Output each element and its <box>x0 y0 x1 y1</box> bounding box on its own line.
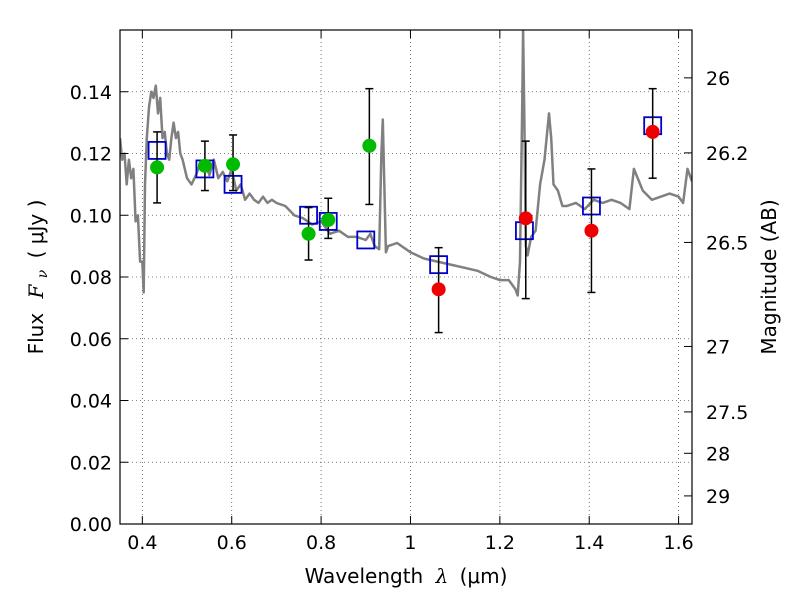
data-point-marker <box>362 138 377 153</box>
x-axis-label-units: (μm) <box>460 564 508 588</box>
x-tick-label: 1.2 <box>485 532 515 554</box>
data-point-marker <box>518 211 533 226</box>
x-tick-label: 0.4 <box>127 532 157 554</box>
y-axis-label: Flux F ν ( μJy ) <box>24 200 52 355</box>
y-tick-label: 0.12 <box>70 144 112 166</box>
data-point-marker <box>301 226 316 241</box>
x-tick-label: 1.4 <box>574 532 604 554</box>
mag-tick-label: 26.2 <box>706 143 748 165</box>
y-axis-label-symbol: F <box>24 283 48 299</box>
x-tick-label: 1 <box>404 532 416 554</box>
mag-tick-label: 26 <box>706 68 730 90</box>
y-tick-label: 0.08 <box>70 267 112 289</box>
axis-ticks: 0.4 0.6 0.8 1 1.2 1.4 1.6 0.00 0.02 0.04 0.06 0.08 0… <box>70 30 748 554</box>
y-axis-label-subscript: ν <box>35 269 51 278</box>
x-tick-label: 0.8 <box>306 532 336 554</box>
mag-tick-label: 28 <box>706 443 730 465</box>
mag-tick-label: 29 <box>706 486 730 508</box>
y-axis-label-units: ( μJy ) <box>24 200 48 259</box>
data-point-marker <box>150 160 165 175</box>
data-point-marker <box>431 282 446 297</box>
y-tick-label: 0.06 <box>70 329 112 351</box>
y-tick-label: 0.02 <box>70 452 112 474</box>
mag-tick-label: 27.5 <box>706 402 748 424</box>
x-axis-label-symbol: λ <box>435 564 449 588</box>
y-tick-label: 0.04 <box>70 391 112 413</box>
data-point-marker <box>584 223 599 238</box>
x-tick-label: 0.6 <box>217 532 247 554</box>
x-axis-label-text: Wavelength <box>305 564 424 588</box>
y-tick-label: 0.00 <box>70 514 112 536</box>
sed-layer <box>120 30 692 297</box>
model-square-marker <box>356 230 376 250</box>
plot-frame <box>119 29 693 525</box>
x-axis-label: Wavelength λ (μm) <box>305 564 508 588</box>
data-point-marker <box>321 212 336 227</box>
gridlines <box>120 30 692 525</box>
x-tick-label: 1.6 <box>663 532 693 554</box>
mag-tick-label: 26.5 <box>706 232 748 254</box>
y-tick-label: 0.10 <box>70 205 112 227</box>
data-point-marker <box>226 157 241 172</box>
sed-curve <box>120 30 692 297</box>
y2-axis-label: Magnitude (AB) <box>757 199 781 354</box>
mag-tick-label: 27 <box>706 336 730 358</box>
data-point-marker <box>197 158 212 173</box>
marker-layer <box>147 87 663 334</box>
y-tick-label: 0.14 <box>70 82 112 104</box>
data-point-marker <box>645 124 660 139</box>
y-axis-label-text: Flux <box>24 313 48 355</box>
